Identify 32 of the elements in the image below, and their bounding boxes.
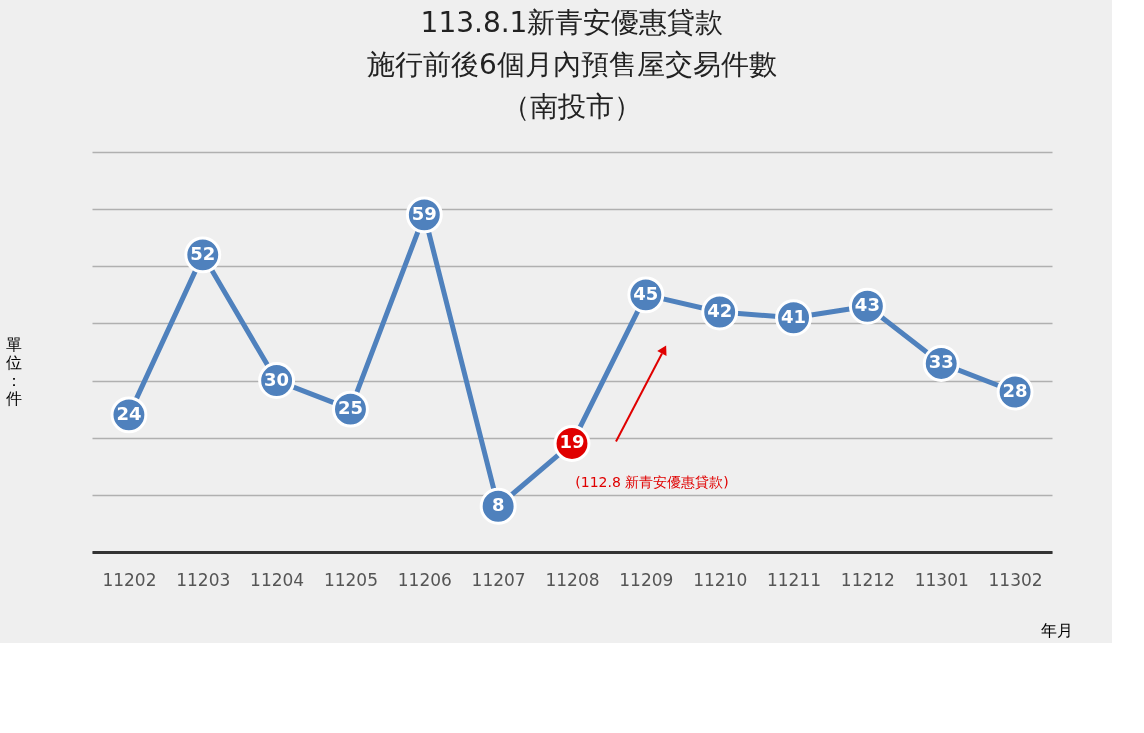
data-label: 33 [928,351,954,373]
x-tick-label: 11209 [619,569,674,590]
x-tick-label: 11301 [914,569,969,590]
data-label: 59 [411,202,437,224]
x-tick-label: 11208 [545,569,600,590]
x-tick-label: 11203 [176,569,231,590]
data-label: 52 [190,242,216,264]
data-label: 45 [633,282,659,304]
x-tick-label: 11206 [397,569,452,590]
data-label: 28 [1002,380,1028,401]
data-label: 8 [491,494,505,516]
x-tick-label: 11204 [250,569,305,590]
x-tick-label: 11202 [102,569,157,590]
data-label: 43 [854,294,880,316]
x-tick-label: 11207 [471,569,526,590]
data-label: 41 [781,305,807,327]
data-label: 42 [707,300,733,321]
x-tick-label: 11302 [988,569,1043,590]
text: （南投市） [502,90,642,123]
x-axis-title: 年月 [1040,620,1073,640]
text: 施行前後6個月內預售屋交易件數 [367,48,777,81]
x-tick-label: 11210 [693,569,748,590]
data-label: 30 [264,368,290,390]
x-tick-label: 11205 [323,569,379,590]
annotation: (112.8 新青安優惠貸款) [575,474,729,491]
data-label: 24 [116,402,142,424]
x-tick-label: 11211 [766,569,822,590]
text: 113.8.1新青安優惠貸款 [420,6,724,39]
data-label: 25 [337,397,363,419]
y-axis-title: 單位：件 [5,334,22,408]
data-label: 19 [559,431,585,453]
x-tick-label: 11212 [840,569,895,590]
